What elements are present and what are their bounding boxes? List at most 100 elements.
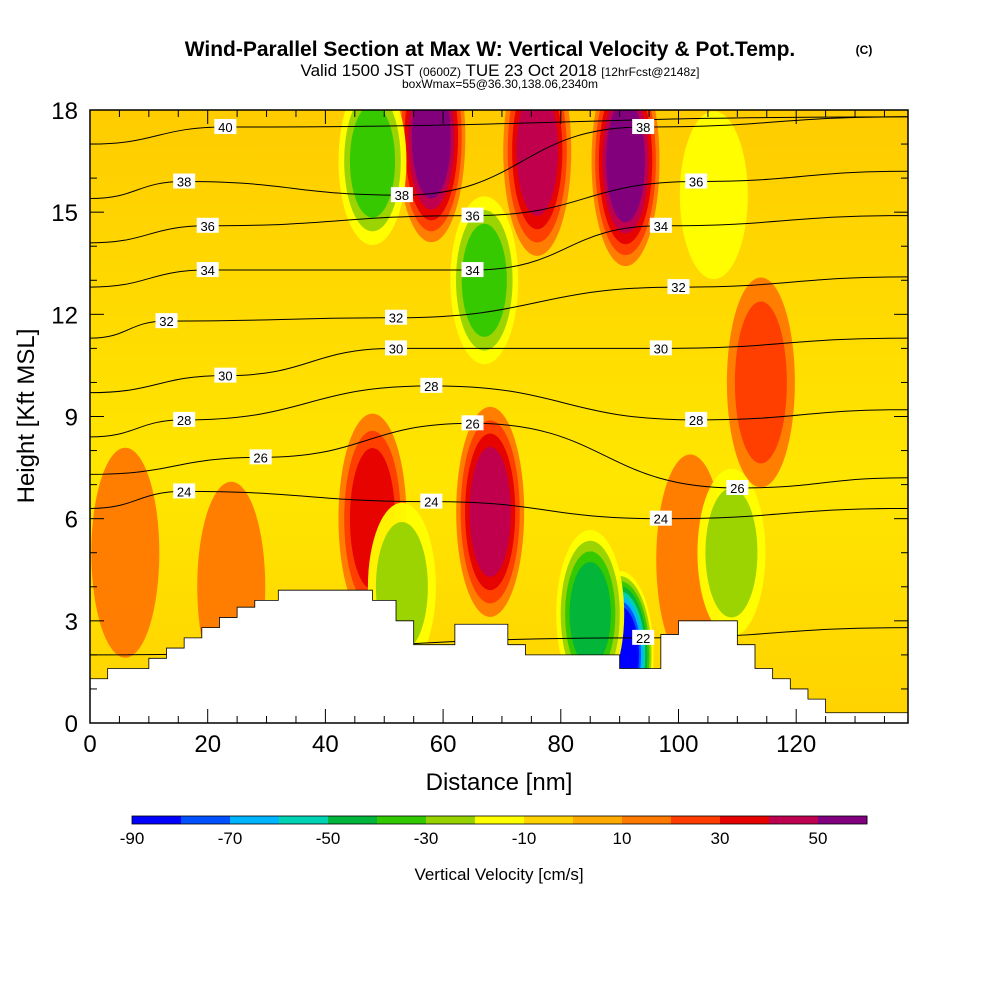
colorbar-swatch	[328, 816, 378, 824]
contour-label-box	[649, 340, 672, 356]
theta-contour-label: 38	[173, 173, 196, 190]
velocity-contour-fill	[705, 487, 758, 618]
theta-contour-label: 32	[667, 279, 690, 295]
theta-contour-labels: 22 24 24 24 26 26 26 28 28 28 30 30 30 32 32 32 34 34 34 36…	[155, 119, 749, 646]
y-tick-label: 6	[65, 507, 78, 534]
x-tick-label: 60	[430, 731, 457, 758]
velocity-contour-fill	[349, 110, 396, 218]
contour-label-text: 34	[465, 263, 479, 278]
contour-label-box	[173, 173, 196, 189]
velocity-contour-fill	[734, 301, 787, 464]
theta-contour-label: 30	[649, 340, 672, 356]
valid-main: Valid 1500 JST	[301, 61, 415, 80]
theta-contour-label: 40	[214, 119, 237, 135]
box-info: boxWmax=55@36.30,138.06,2340m	[402, 77, 598, 91]
velocity-cell	[591, 110, 660, 267]
colorbar-swatch	[377, 816, 427, 824]
contour-label-box	[214, 367, 237, 383]
velocity-cell	[456, 406, 525, 617]
x-tick-label: 100	[658, 731, 698, 758]
y-tick-label: 3	[65, 609, 78, 636]
contour-label-text: 24	[177, 484, 191, 499]
theta-contour-label: 28	[420, 377, 443, 394]
valid-utc: (0600Z)	[419, 65, 461, 79]
theta-contour-label: 26	[249, 449, 272, 465]
x-tick-label: 80	[547, 731, 574, 758]
contour-label-text: 32	[159, 314, 173, 329]
contour-label-box	[461, 207, 484, 223]
theta-contour-line	[90, 215, 908, 288]
contour-label-box	[649, 510, 672, 526]
contour-label-box	[461, 415, 484, 431]
contour-label-text: 36	[689, 175, 703, 190]
contour-label-box	[249, 449, 272, 465]
contour-label-text: 24	[654, 512, 668, 527]
contour-label-text: 26	[465, 416, 479, 431]
contour-label-box	[155, 313, 178, 329]
contour-label-box	[385, 309, 408, 325]
contour-label-text: 26	[253, 450, 267, 465]
theta-contour-label: 28	[685, 411, 708, 428]
contour-label-text: 30	[389, 341, 403, 356]
colorbar-frame	[131, 815, 868, 825]
valid-date: TUE 23 Oct 2018	[465, 61, 596, 80]
valid-line: Valid 1500 JST (0600Z) TUE 23 Oct 2018 […	[301, 61, 700, 80]
x-axis: 0 20 40 60 80 100 120	[83, 110, 885, 758]
y-axis-label: Height [Kft MSL]	[13, 329, 40, 504]
velocity-cell	[679, 111, 748, 280]
colorbar-swatch	[573, 816, 623, 824]
contour-label-box	[685, 173, 708, 189]
velocity-cell	[450, 196, 519, 365]
y-tick-label: 9	[65, 405, 78, 432]
y-tick-label: 15	[51, 200, 78, 227]
theta-contour-label: 28	[173, 411, 196, 428]
velocity-contour-fill	[411, 110, 451, 199]
velocity-contour-fill	[461, 223, 507, 337]
contour-label-text: 22	[636, 631, 650, 646]
colorbar-tick-label: 10	[613, 829, 632, 848]
colorbar-swatch	[524, 816, 574, 824]
theta-contour-label: 26	[461, 415, 484, 431]
velocity-cell	[338, 110, 407, 246]
contour-label-box	[196, 217, 219, 233]
theta-contour-label: 26	[726, 480, 749, 496]
velocity-contour-fill	[516, 110, 558, 216]
contour-label-text: 28	[689, 413, 703, 428]
copyright-mark: (C)	[856, 43, 873, 57]
velocity-contour-fill	[569, 562, 611, 667]
colorbar-swatch	[426, 816, 476, 824]
contour-label-box	[420, 377, 443, 393]
contour-label-text: 38	[395, 188, 409, 203]
colorbar-swatch	[132, 816, 182, 824]
terrain	[90, 589, 908, 723]
theta-contour-label: 38	[390, 187, 413, 203]
theta-contour-label: 34	[196, 262, 219, 278]
contour-label-box	[461, 262, 484, 278]
contour-label-box	[196, 262, 219, 278]
contour-label-text: 30	[218, 369, 232, 384]
velocity-contour-fill	[606, 110, 645, 223]
contour-label-text: 28	[177, 413, 191, 428]
theta-contour-label: 24	[649, 510, 672, 527]
contour-label-text: 40	[218, 120, 232, 135]
y-tick-label: 18	[51, 98, 78, 125]
x-tick-label: 20	[194, 731, 221, 758]
velocity-cell	[697, 468, 766, 637]
theta-contour-label: 32	[385, 309, 408, 326]
contour-label-box	[173, 483, 196, 499]
colorbar-swatch	[230, 816, 280, 824]
contour-label-box	[726, 480, 749, 496]
colorbar-tick-label: -90	[120, 829, 145, 848]
contour-label-box	[385, 340, 408, 356]
colorbar-swatch	[181, 816, 231, 824]
colorbar-swatch	[622, 816, 672, 824]
theta-contour-label: 24	[173, 483, 196, 499]
colorbar-swatch	[818, 816, 868, 824]
theta-contour-line	[90, 116, 908, 145]
contour-label-text: 28	[424, 379, 438, 394]
colorbar-tick-label: -50	[316, 829, 341, 848]
theta-contour-label: 32	[155, 313, 178, 329]
colorbar: -90 -70 -50 -30 -10 10 30 50	[120, 815, 868, 848]
